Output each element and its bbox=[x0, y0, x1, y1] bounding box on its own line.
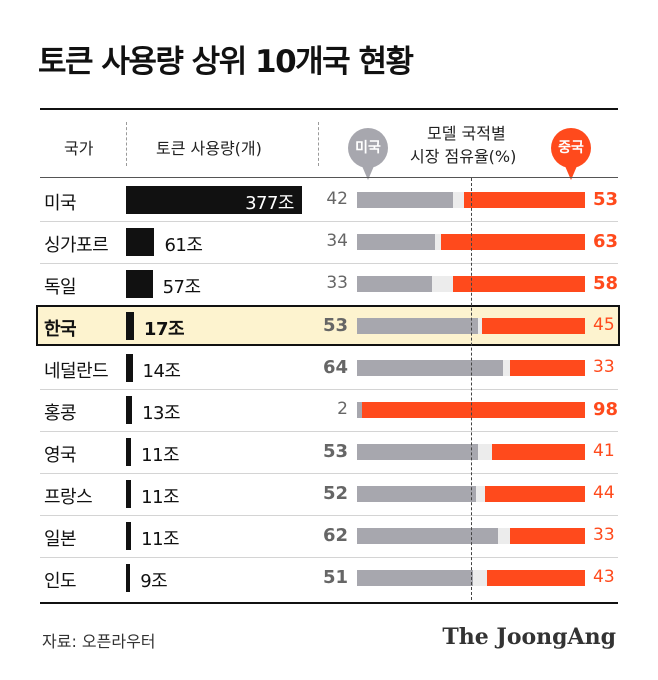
china-share-value: 98 bbox=[593, 399, 619, 420]
china-share-bar bbox=[441, 234, 585, 250]
china-share-value: 53 bbox=[593, 189, 619, 210]
header-share-line1: 모델 국적별 bbox=[427, 124, 506, 143]
token-bar bbox=[126, 480, 132, 508]
token-value-label: 11조 bbox=[141, 487, 180, 508]
token-value-label: 9조 bbox=[140, 571, 168, 592]
country-label: 독일 bbox=[44, 277, 77, 298]
header-separator bbox=[126, 122, 127, 166]
token-bar bbox=[126, 354, 133, 382]
token-value-label: 57조 bbox=[162, 277, 201, 298]
china-share-bar bbox=[491, 444, 585, 460]
us-share-bar bbox=[357, 402, 362, 418]
row-divider bbox=[40, 473, 618, 474]
source-note: 자료: 오픈라우터 bbox=[42, 632, 156, 651]
us-share-value: 53 bbox=[322, 441, 348, 462]
us-share-value: 2 bbox=[337, 399, 348, 419]
token-value-label: 11조 bbox=[141, 529, 180, 550]
us-bubble: 미국 bbox=[348, 128, 388, 168]
country-label: 싱가포르 bbox=[44, 235, 109, 256]
token-bar bbox=[126, 270, 153, 298]
row-divider bbox=[40, 221, 618, 222]
china-share-bar bbox=[509, 360, 585, 376]
bottom-rule bbox=[40, 602, 618, 604]
header-token-usage: 토큰 사용량(개) bbox=[156, 139, 262, 158]
chart-title: 토큰 사용량 상위 10개국 현황 bbox=[38, 44, 414, 80]
country-label: 홍콩 bbox=[44, 403, 77, 424]
us-share-bar bbox=[357, 444, 478, 460]
token-bar bbox=[126, 186, 302, 214]
us-share-bar bbox=[357, 486, 476, 502]
token-value-label: 13조 bbox=[142, 403, 181, 424]
china-share-bar bbox=[464, 192, 585, 208]
header-separator bbox=[318, 122, 319, 166]
country-label: 인도 bbox=[44, 571, 77, 592]
header-country: 국가 bbox=[64, 139, 94, 158]
token-bar bbox=[126, 228, 155, 256]
row-divider bbox=[40, 389, 618, 390]
us-bubble-tail bbox=[362, 166, 374, 180]
header-share-line2: 시장 점유율(%) bbox=[410, 147, 517, 166]
us-share-value: 64 bbox=[322, 357, 348, 378]
token-value-label: 61조 bbox=[164, 235, 203, 256]
china-share-value: 45 bbox=[593, 315, 615, 335]
china-share-bar bbox=[452, 276, 585, 292]
china-bubble-tail bbox=[565, 166, 577, 180]
row-divider bbox=[40, 557, 618, 558]
us-share-bar bbox=[357, 360, 503, 376]
top-rule bbox=[40, 108, 618, 110]
row-divider bbox=[40, 515, 618, 516]
china-share-value: 33 bbox=[593, 525, 615, 545]
china-share-value: 33 bbox=[593, 357, 615, 377]
us-share-bar bbox=[357, 192, 453, 208]
token-value-label: 17조 bbox=[143, 319, 185, 340]
token-bar bbox=[126, 396, 133, 424]
china-share-value: 44 bbox=[593, 483, 615, 503]
us-share-value: 53 bbox=[322, 315, 348, 336]
china-share-value: 63 bbox=[593, 231, 619, 252]
token-value-label: 14조 bbox=[142, 361, 181, 382]
china-share-value: 43 bbox=[593, 567, 615, 587]
us-share-value: 33 bbox=[326, 273, 348, 293]
us-share-value: 34 bbox=[326, 231, 348, 251]
us-share-bar bbox=[357, 234, 435, 250]
us-share-value: 42 bbox=[326, 189, 348, 209]
us-share-value: 52 bbox=[322, 483, 348, 504]
row-divider bbox=[40, 431, 618, 432]
us-share-bar bbox=[357, 570, 474, 586]
china-share-bar bbox=[361, 402, 585, 418]
us-share-value: 62 bbox=[322, 525, 348, 546]
token-bar bbox=[126, 522, 132, 550]
us-share-bar bbox=[357, 318, 478, 334]
country-label: 영국 bbox=[44, 445, 77, 466]
token-bar bbox=[126, 312, 134, 340]
country-label: 프랑스 bbox=[44, 487, 93, 508]
us-share-bar bbox=[357, 276, 433, 292]
row-divider bbox=[40, 263, 618, 264]
token-value-label: 377조 bbox=[245, 193, 294, 214]
china-share-bar bbox=[482, 318, 585, 334]
china-bubble: 중국 bbox=[551, 128, 591, 168]
us-share-bar bbox=[357, 528, 499, 544]
country-label: 일본 bbox=[44, 529, 77, 550]
token-bar bbox=[126, 564, 131, 592]
country-label: 한국 bbox=[44, 319, 77, 340]
us-share-value: 51 bbox=[322, 567, 348, 588]
center-50-line bbox=[471, 178, 472, 600]
china-share-bar bbox=[509, 528, 585, 544]
brand-logo: The JoongAng bbox=[442, 624, 616, 650]
token-bar bbox=[126, 438, 132, 466]
china-share-bar bbox=[486, 570, 585, 586]
china-share-value: 41 bbox=[593, 441, 615, 461]
country-label: 네덜란드 bbox=[44, 361, 109, 382]
token-value-label: 11조 bbox=[141, 445, 180, 466]
header-rule bbox=[40, 177, 618, 178]
country-label: 미국 bbox=[44, 193, 77, 214]
china-share-bar bbox=[484, 486, 585, 502]
china-share-value: 58 bbox=[593, 273, 619, 294]
